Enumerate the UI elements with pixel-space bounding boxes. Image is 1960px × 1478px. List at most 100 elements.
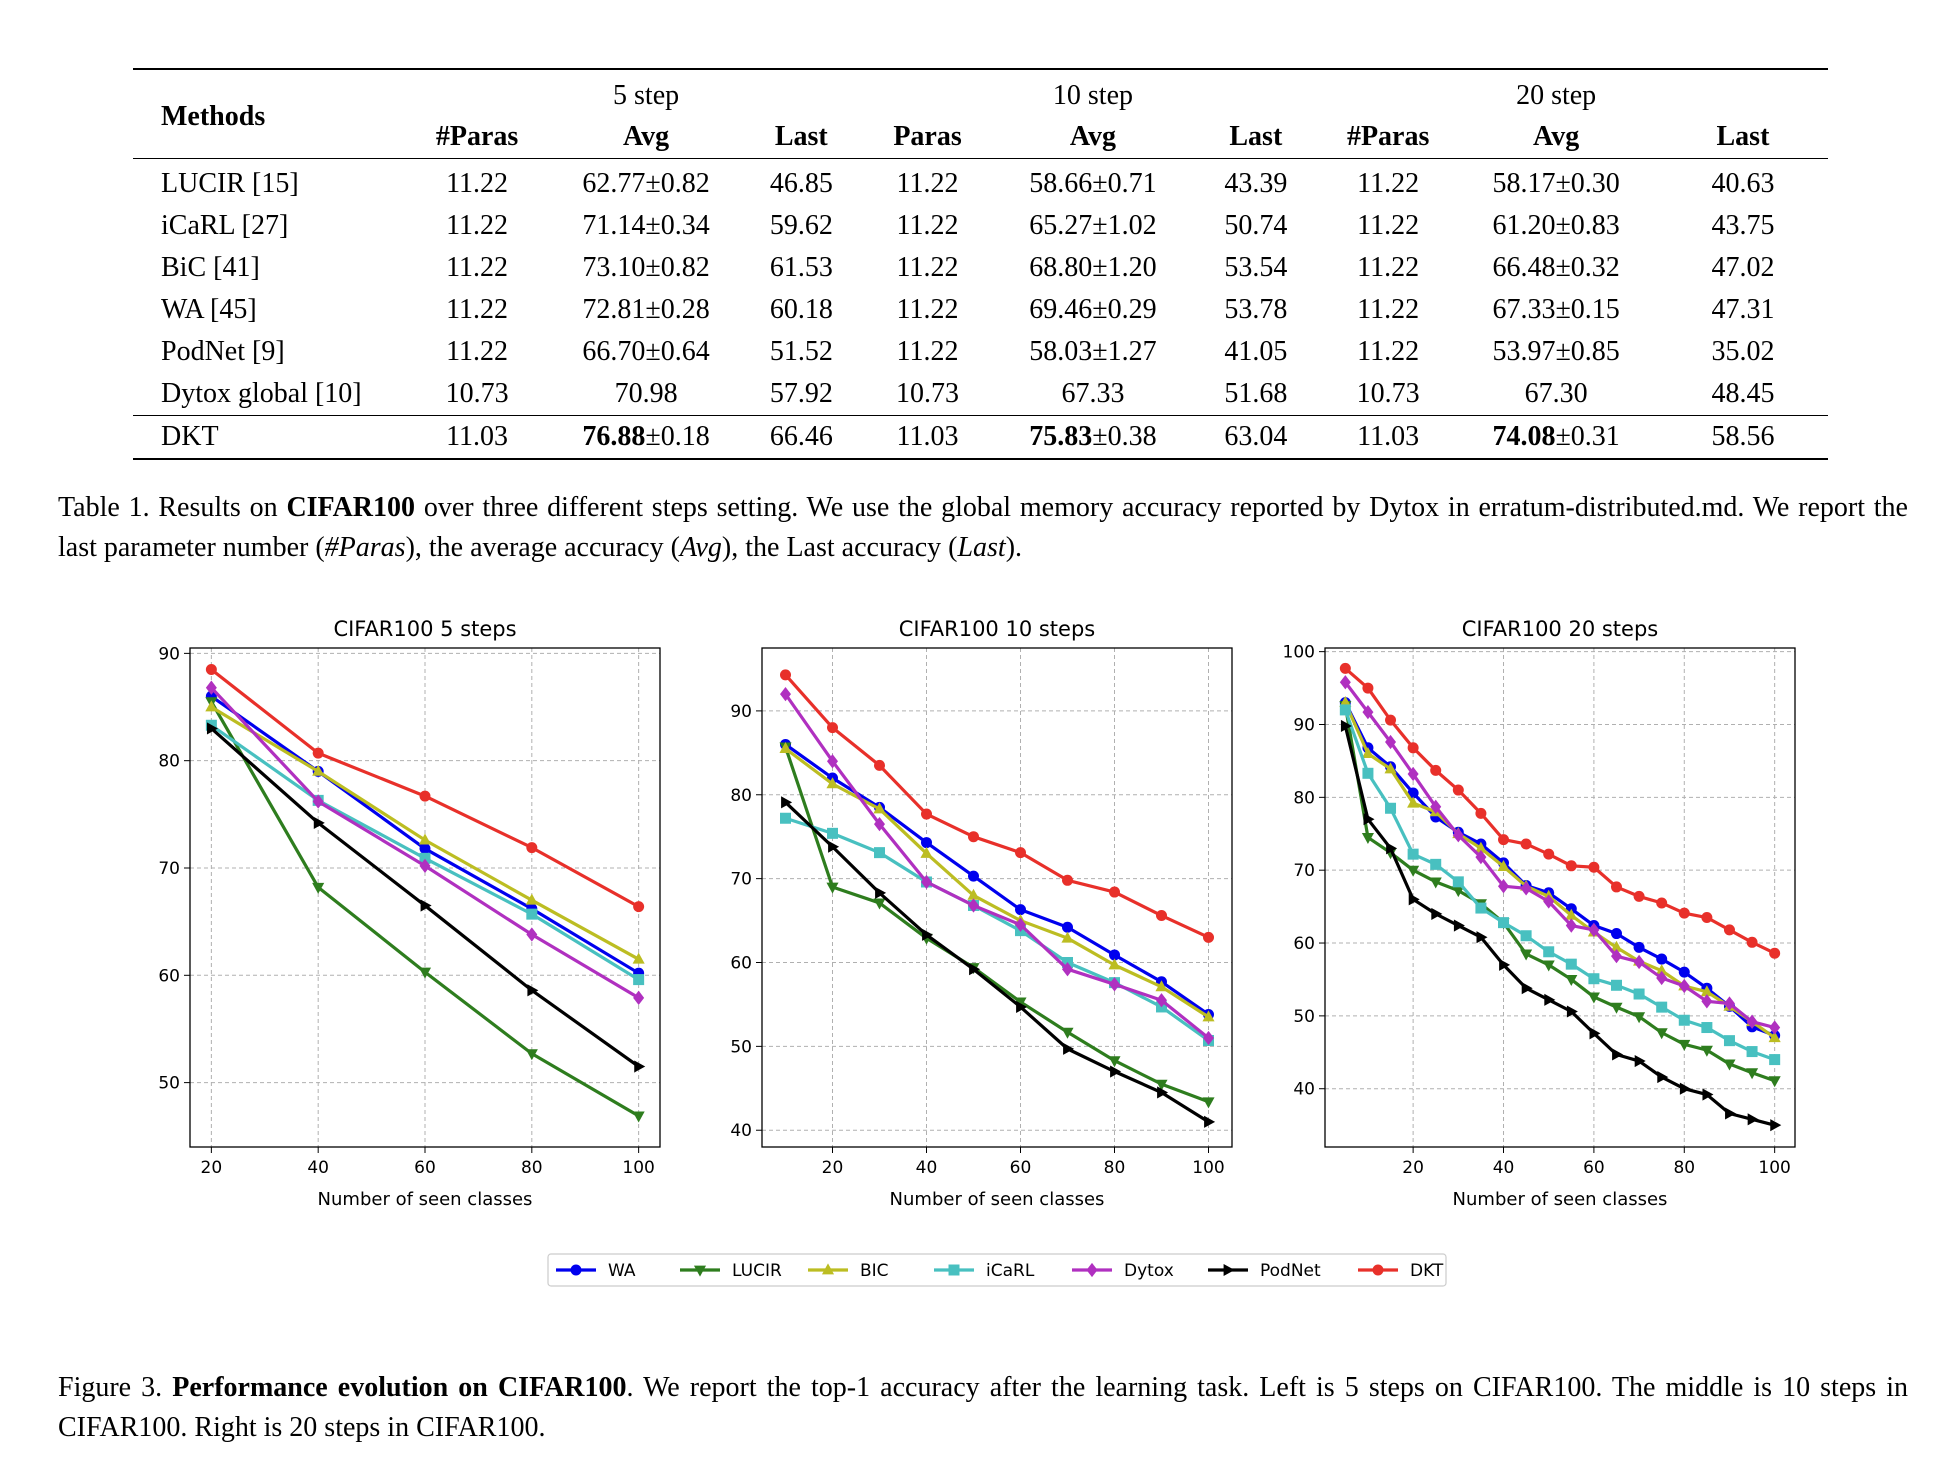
data-point	[633, 974, 645, 986]
y-tick-label: 70	[730, 870, 752, 890]
data-point	[1521, 982, 1533, 995]
x-tick-label: 100	[1192, 1158, 1224, 1178]
data-point	[1543, 946, 1555, 958]
legend-label: WA	[608, 1261, 636, 1281]
data-point	[1633, 988, 1645, 1000]
data-point	[1633, 941, 1645, 953]
data-point	[1202, 1010, 1215, 1022]
table-cell: 11.22	[1357, 252, 1420, 283]
y-tick-label: 60	[1293, 934, 1315, 954]
data-point	[1156, 910, 1167, 922]
data-point	[527, 984, 539, 997]
data-point	[1655, 1028, 1668, 1040]
data-point	[1155, 980, 1168, 992]
table-cell: 11.22	[446, 168, 509, 199]
data-point	[1339, 696, 1352, 708]
col-header: Avg	[1454, 116, 1658, 159]
table-cell: 46.85	[769, 168, 833, 199]
data-point	[1700, 1045, 1713, 1057]
legend-frame	[547, 1253, 1447, 1287]
data-point	[1475, 807, 1487, 819]
y-tick-label: 80	[1293, 788, 1315, 808]
series-line-dytox	[784, 693, 1210, 1040]
legend-item-dytox: Dytox	[1072, 1261, 1174, 1281]
table-cell: 57.92	[769, 378, 833, 409]
table-cell: 76.88±0.18	[548, 415, 744, 460]
table-cell: 61.53	[769, 252, 833, 283]
method-cell: Dytox global [10]	[161, 378, 362, 409]
data-point	[1746, 1068, 1759, 1080]
data-point	[1385, 714, 1397, 726]
data-point	[1204, 1115, 1216, 1128]
data-point	[1520, 881, 1532, 896]
data-point	[779, 742, 792, 754]
x-tick-label: 40	[916, 1158, 938, 1178]
legend-item-podnet: PodNet	[1208, 1261, 1321, 1281]
table-cell: 66.70±0.64	[582, 336, 710, 367]
data-point	[920, 846, 933, 858]
data-point	[1157, 1086, 1169, 1099]
chart-panel: 20 40 60 80 100 40 50 60 70 80 90 CIFAR100 10 steps…	[730, 617, 1233, 1210]
table-row: iCaRL [27] 11.22 71.14±0.34 59.62 11.22 65.27…	[133, 205, 1828, 247]
x-axis-label: Number of seen classes	[1453, 1189, 1668, 1210]
data-point	[874, 759, 885, 771]
data-point	[1061, 931, 1074, 943]
table-cell: 11.22	[1357, 336, 1420, 367]
data-point	[1339, 662, 1351, 674]
data-point	[1678, 1014, 1690, 1026]
table-cell: 73.10±0.82	[582, 252, 710, 283]
legend-marker	[821, 1263, 835, 1275]
col-header: #Paras	[1322, 116, 1455, 159]
table-cell: 58.66±0.71	[1029, 168, 1157, 199]
data-point	[312, 882, 325, 894]
table-cell: 41.05	[1224, 336, 1288, 367]
data-point	[1657, 1071, 1669, 1084]
table-cell: 48.45	[1711, 378, 1775, 409]
data-point	[418, 967, 432, 979]
data-point	[1475, 849, 1487, 865]
data-point	[1155, 1079, 1168, 1091]
y-tick-label: 50	[1293, 1007, 1315, 1027]
x-axis-label: Number of seen classes	[318, 1189, 533, 1210]
data-point	[1362, 682, 1374, 694]
y-tick-label: 80	[730, 786, 752, 806]
series-line-icarl	[785, 816, 1210, 1042]
y-tick-label: 60	[730, 953, 752, 973]
table-cell: 47.02	[1711, 252, 1775, 283]
data-point	[1610, 881, 1622, 893]
group-header-20step: 20 step	[1454, 68, 1658, 116]
data-point	[1430, 764, 1442, 776]
table-cell: 60.18	[769, 294, 833, 325]
legend-item-lucir: LUCIR	[680, 1261, 782, 1281]
data-point	[827, 722, 838, 734]
data-point	[826, 882, 839, 894]
table-cell: 72.81±0.28	[582, 294, 710, 325]
data-point	[967, 888, 980, 900]
data-point	[1474, 841, 1487, 853]
table-row: LUCIR [15] 11.22 62.77±0.82 46.85 11.22 58.66…	[133, 159, 1828, 206]
data-point	[633, 990, 645, 1005]
data-point	[205, 663, 217, 675]
data-point	[827, 754, 838, 769]
y-tick-label: 50	[158, 1074, 180, 1094]
data-point	[1407, 865, 1420, 877]
data-point	[780, 669, 791, 681]
data-point	[1062, 921, 1073, 933]
group-header-5step: 5 step	[548, 68, 744, 116]
data-point	[1453, 919, 1465, 932]
data-point	[1015, 917, 1026, 932]
table-row: PodNet [9] 11.22 66.70±0.64 51.52 11.22 58.03…	[133, 331, 1828, 373]
series-line-lucir	[783, 746, 1210, 1104]
data-point	[1452, 886, 1465, 898]
series-line-podnet	[784, 801, 1210, 1124]
chart-title: CIFAR100 10 steps	[899, 617, 1096, 641]
data-point	[1340, 719, 1352, 732]
charts-figure: 20 40 60 80 100 50 60 70 80 90 CIFAR100 5 steps Num…	[158, 617, 1796, 1287]
plot-frame	[1324, 647, 1796, 1148]
plot-frame	[189, 647, 661, 1148]
col-header: Last	[1657, 116, 1828, 159]
data-point	[419, 790, 431, 802]
table-cell: 63.04	[1189, 415, 1322, 460]
data-point	[1656, 897, 1668, 909]
method-cell: iCaRL [27]	[161, 210, 289, 241]
